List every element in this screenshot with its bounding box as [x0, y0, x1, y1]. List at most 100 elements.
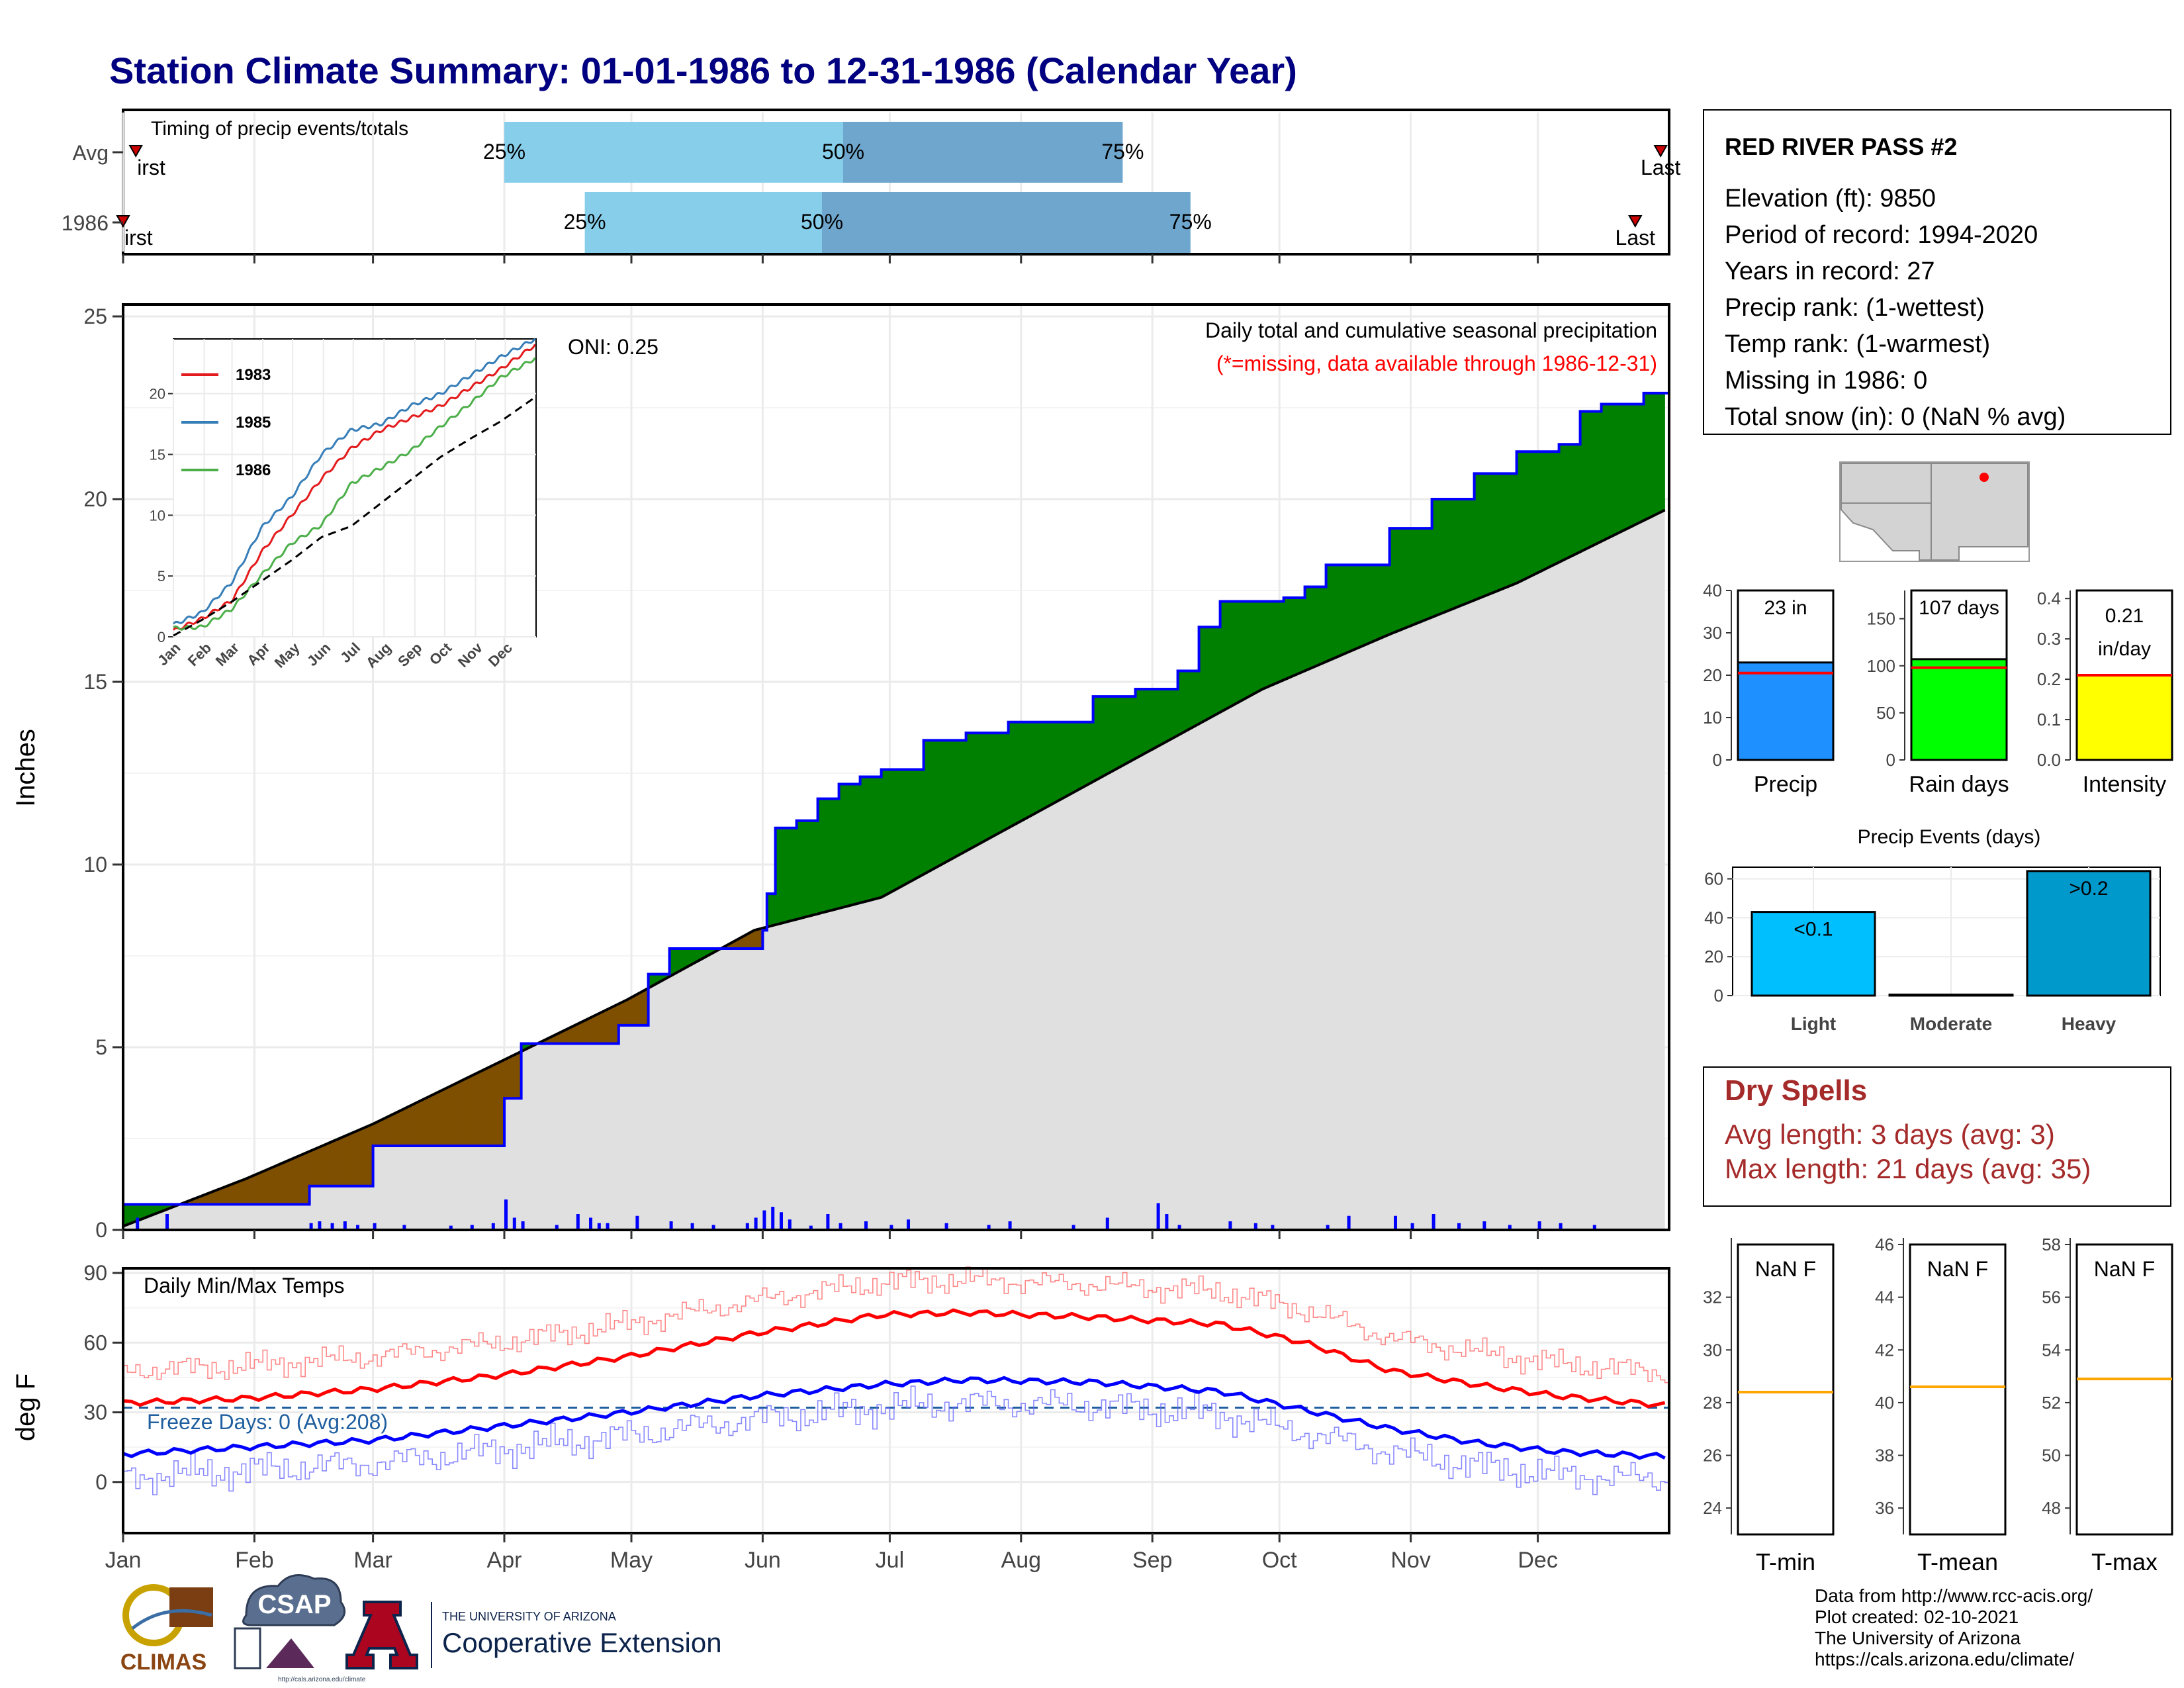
- timing-bar-low: [584, 192, 822, 253]
- surplus-area: [1478, 473, 1483, 599]
- deficit-area: [237, 1180, 242, 1205]
- daily-precip-bar: [1394, 1215, 1397, 1229]
- events-bar-label: >0.2: [2069, 878, 2108, 900]
- surplus-area: [1211, 626, 1216, 718]
- summary-name: Rain days: [1909, 772, 2009, 797]
- deficit-area: [445, 1086, 450, 1147]
- inset-ytick-label: 10: [150, 507, 165, 524]
- deficit-area: [428, 1094, 433, 1147]
- surplus-area: [800, 820, 805, 919]
- temp-summary-ytick-label: 36: [1875, 1498, 1894, 1518]
- inset-series-line: [173, 357, 536, 631]
- credit-line: Plot created: 02-10-2021: [1815, 1607, 2019, 1627]
- surplus-area: [944, 740, 950, 863]
- deficit-area: [415, 1101, 420, 1147]
- temp-summary-ytick-label: 44: [1875, 1288, 1894, 1307]
- surplus-area: [1017, 722, 1022, 824]
- surplus-area: [1605, 404, 1610, 540]
- surplus-area: [1071, 722, 1077, 794]
- surplus-area: [872, 776, 878, 900]
- surplus-area: [1114, 696, 1119, 771]
- surplus-area: [1385, 565, 1390, 637]
- daily-precip-bar: [1071, 1225, 1075, 1229]
- deficit-area: [432, 1092, 437, 1147]
- surplus-area: [1046, 722, 1051, 808]
- summary-name: Intensity: [2083, 772, 2167, 797]
- daily-precip-bar: [711, 1225, 715, 1229]
- temp-summary-ytick-label: 58: [2042, 1235, 2061, 1254]
- surplus-area: [809, 820, 814, 917]
- surplus-area: [1596, 411, 1602, 544]
- surplus-area: [1029, 722, 1034, 817]
- daily-precip-bar: [165, 1214, 169, 1229]
- events-bar: [1751, 911, 1876, 997]
- surplus-area: [1490, 473, 1496, 594]
- temp-frame: [122, 1267, 1670, 1534]
- surplus-area: [1130, 696, 1136, 761]
- surplus-area: [1554, 451, 1559, 565]
- main-areas: [122, 391, 1669, 1230]
- surplus-area: [1614, 404, 1619, 536]
- timing-first-label: irst: [124, 226, 153, 250]
- temp-ytick-label: 0: [95, 1470, 107, 1494]
- surplus-area: [1308, 586, 1314, 670]
- deficit-area: [622, 999, 627, 1026]
- surplus-area: [1190, 671, 1195, 729]
- temp-summary-frame: [2075, 1243, 2173, 1536]
- observed-line: [123, 391, 1669, 1206]
- csap-url: http://cals.arizona.edu/climate: [278, 1676, 366, 1683]
- surplus-area: [1639, 404, 1644, 523]
- surplus-area: [1550, 451, 1555, 567]
- events-title: Precip Events (days): [1858, 826, 2041, 848]
- surplus-area: [1075, 722, 1081, 792]
- deficit-area: [402, 1107, 408, 1147]
- surplus-area: [999, 732, 1005, 833]
- deficit-area: [593, 1013, 598, 1044]
- daily-precip-bar: [1559, 1223, 1563, 1229]
- summary-bars: 0 10 20 30 40 23 in Precip 0 50 100 150 107 days Rai…: [1703, 581, 2173, 797]
- tmax-normal-line: [122, 1308, 1666, 1409]
- surplus-area: [1283, 597, 1289, 680]
- events-bar: [1888, 994, 2014, 997]
- daily-precip-bar: [1253, 1223, 1257, 1229]
- csap-grid-icon: [234, 1627, 261, 1669]
- temp-ytick-label: 60: [83, 1331, 107, 1354]
- surplus-area: [792, 827, 797, 921]
- deficit-area: [381, 1117, 387, 1147]
- deficit-area: [326, 1142, 331, 1187]
- deficit-area: [292, 1156, 297, 1205]
- daily-precip-bar: [1347, 1215, 1351, 1229]
- daily-precip-bar: [635, 1215, 639, 1229]
- main-ytick-label: 10: [83, 853, 107, 876]
- surplus-area: [1617, 404, 1623, 534]
- timing-title: Timing of precip events/totals: [151, 118, 408, 140]
- deficit-area: [606, 1008, 611, 1044]
- timing-label-25: 25%: [483, 140, 525, 164]
- deficit-area: [424, 1096, 429, 1147]
- csap-mountain-icon: [266, 1638, 314, 1668]
- surplus-area: [847, 784, 852, 907]
- surplus-area: [1118, 696, 1123, 769]
- temp-summary-ytick-label: 48: [2042, 1498, 2061, 1518]
- climas-block-icon: [169, 1587, 213, 1627]
- info-line: Temp rank: (1-warmest): [1725, 330, 1990, 358]
- daily-precip-bar: [309, 1223, 313, 1229]
- inset-ytick-label: 20: [150, 386, 165, 402]
- summary-ytick-label: 0.0: [2037, 750, 2061, 770]
- deficit-area: [355, 1129, 361, 1187]
- daily-precip-bar: [1105, 1217, 1109, 1229]
- surplus-area: [1059, 722, 1064, 801]
- daily-precip-bar: [402, 1225, 406, 1229]
- month-axis: Jan Feb Mar Apr May Jun Jul Aug Sep Oct Nov Dec: [105, 1533, 1558, 1573]
- ua-big-text: Cooperative Extension: [442, 1627, 722, 1658]
- surplus-area: [1368, 565, 1373, 644]
- tmin-daily-line: [123, 1385, 1669, 1495]
- surplus-area: [779, 827, 784, 924]
- deficit-area: [504, 1057, 509, 1099]
- surplus-area: [1529, 451, 1534, 577]
- surplus-area: [1398, 528, 1403, 632]
- dry-max: Max length: 21 days (avg: 35): [1725, 1153, 2091, 1184]
- surplus-area: [1042, 722, 1047, 810]
- deficit-area: [228, 1183, 234, 1205]
